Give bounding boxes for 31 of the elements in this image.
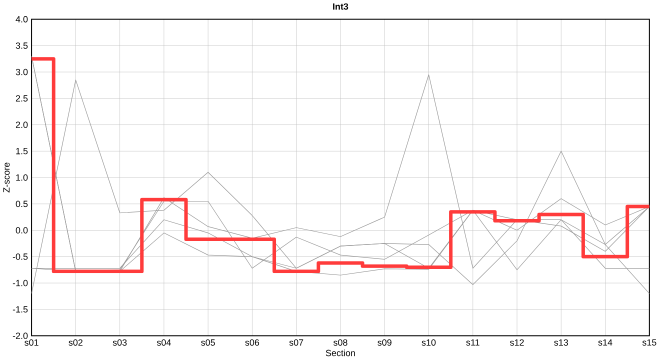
y-tick-label: -0.5 — [12, 254, 28, 260]
y-tick-label: 4.0 — [16, 16, 28, 23]
y-tick-label: 0.0 — [16, 227, 28, 234]
y-tick-label: 2.0 — [16, 122, 28, 128]
x-tick-label: s06 — [245, 340, 260, 346]
x-tick-label: s09 — [378, 340, 392, 346]
x-tick-label: s01 — [24, 340, 38, 346]
x-tick-label: s11 — [466, 340, 480, 346]
x-tick-label: s04 — [156, 340, 171, 346]
y-axis-title: Z-score — [3, 162, 10, 193]
x-axis-title: Section — [326, 350, 355, 356]
y-tick-label: -2.0 — [12, 332, 28, 340]
x-tick-label: s12 — [510, 340, 524, 346]
x-tick-label: s08 — [333, 340, 348, 346]
x-tick-label: s02 — [68, 340, 82, 346]
x-tick-label: s07 — [289, 340, 304, 346]
y-tick-label: 1.5 — [16, 148, 28, 155]
y-tick-label: 1.0 — [16, 174, 28, 181]
x-tick-label: s15 — [642, 340, 656, 346]
x-tick-label: s10 — [422, 340, 436, 346]
chart-title: Int3 — [333, 4, 348, 10]
y-tick-label: 0.5 — [16, 200, 28, 208]
y-tick-label: -1.5 — [12, 306, 28, 313]
x-tick-label: s14 — [598, 340, 612, 346]
y-tick-label: 2.5 — [16, 95, 28, 102]
y-tick-label: 3.0 — [16, 69, 28, 76]
x-tick-label: s05 — [201, 340, 215, 346]
x-tick-label: s13 — [554, 340, 568, 346]
y-tick-label: -1.0 — [12, 280, 28, 286]
x-tick-label: s03 — [112, 340, 127, 346]
y-tick-label: 3.5 — [16, 42, 28, 50]
